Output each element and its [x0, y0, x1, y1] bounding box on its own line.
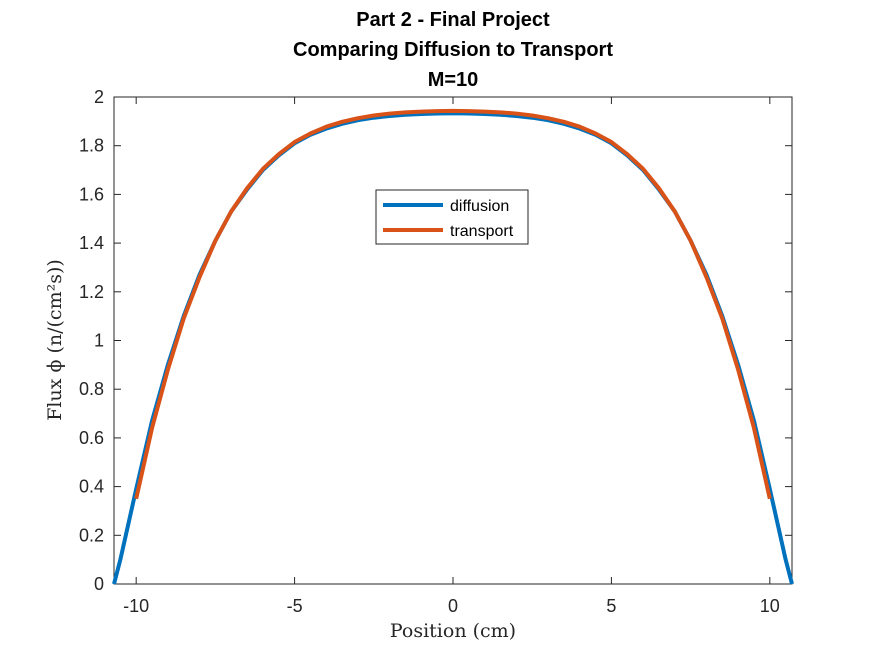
y-tick-label: 0 — [94, 574, 104, 594]
series-line-transport — [134, 108, 772, 500]
x-tick-label: 0 — [448, 596, 458, 616]
y-tick-label: 1.6 — [79, 184, 104, 204]
y-tick-label: 1 — [94, 331, 104, 351]
x-tick-label: 10 — [760, 596, 780, 616]
y-axis-label: Flux ϕ (n/(cm²s)) — [44, 259, 66, 421]
y-tick-label: 0.6 — [79, 428, 104, 448]
chart-title-line-2: Comparing Diffusion to Transport — [293, 39, 613, 61]
x-tick-label: -10 — [123, 596, 149, 616]
x-tick-label: 5 — [606, 596, 616, 616]
y-tick-label: 0.4 — [79, 477, 104, 497]
chart-title-line-1: Part 2 - Final Project — [356, 9, 550, 31]
legend: diffusion transport — [375, 189, 529, 245]
axis-tick-labels: -10 -5 0 5 10 0 0.2 0.4 0.6 0.8 1 1.2 1.4 1.6 1.8 2 — [79, 87, 780, 616]
y-tick-label: 0.8 — [79, 379, 104, 399]
y-tick-label: 1.4 — [79, 233, 104, 253]
series-lines — [112, 108, 794, 585]
plot-area — [113, 96, 793, 585]
legend-label-diffusion: diffusion — [450, 198, 509, 215]
legend-box — [375, 189, 529, 245]
x-tick-label: -5 — [287, 596, 303, 616]
y-tick-label: 1.8 — [79, 136, 104, 156]
y-tick-label: 1.2 — [79, 282, 104, 302]
legend-label-transport: transport — [450, 223, 514, 240]
y-tick-label: 0.2 — [79, 525, 104, 545]
x-axis-label: Position (cm) — [390, 620, 516, 642]
y-tick-label: 2 — [94, 87, 104, 107]
axis-ticks — [114, 96, 792, 585]
chart-title-line-3: M=10 — [428, 69, 479, 91]
